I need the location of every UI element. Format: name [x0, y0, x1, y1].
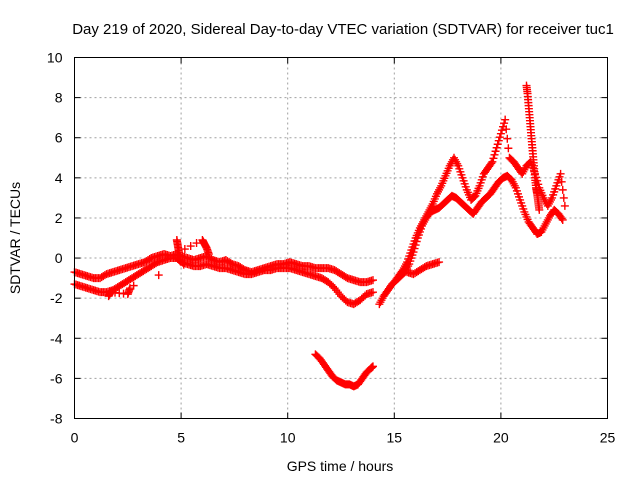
data-point-recovery-upper — [488, 157, 497, 166]
data-points — [70, 81, 569, 391]
y-tick-label: 8 — [55, 90, 63, 106]
data-point-depletion — [368, 362, 377, 371]
data-point-spikes — [154, 271, 163, 280]
data-point-spikes — [180, 245, 189, 254]
x-tick-label: 0 — [71, 430, 79, 446]
data-point-recovery-upper — [504, 144, 513, 153]
y-tick-label: -4 — [50, 330, 63, 346]
x-axis-label: GPS time / hours — [287, 458, 394, 474]
data-point-recovery-upper — [502, 125, 511, 134]
y-tick-label: 6 — [55, 130, 63, 146]
y-tick-label: 2 — [55, 210, 63, 226]
data-point-recovery-upper — [560, 201, 569, 210]
y-tick-label: -6 — [50, 370, 63, 386]
data-point-spikes — [174, 248, 183, 257]
data-point-recovery-upper — [503, 134, 512, 143]
y-tick-label: 0 — [55, 250, 63, 266]
data-point-spikes — [179, 260, 188, 269]
data-point-recovery-upper — [501, 115, 510, 124]
y-tick-label: 10 — [47, 50, 63, 66]
data-point-recovery-upper — [487, 159, 496, 168]
data-point-recovery-upper — [500, 119, 509, 128]
chart-title: Day 219 of 2020, Sidereal Day-to-day VTE… — [72, 21, 614, 38]
data-point-recovery-upper — [491, 147, 500, 156]
data-point-spikes — [186, 242, 195, 251]
x-tick-label: 5 — [177, 430, 185, 446]
y-axis-label: SDTVAR / TECUs — [7, 182, 23, 294]
y-tick-label: 4 — [55, 170, 63, 186]
x-tick-label: 25 — [600, 430, 616, 446]
data-point-recovery-upper — [494, 136, 503, 145]
data-point-recovery-upper — [496, 129, 505, 138]
data-point-main-upper — [368, 276, 377, 285]
data-point-spikes — [192, 239, 201, 248]
y-tick-label: -8 — [50, 411, 63, 427]
data-point-recovery-upper — [492, 143, 501, 152]
data-point-main-lower — [368, 288, 377, 297]
data-point-tail — [435, 258, 444, 267]
data-point-recovery-upper — [497, 126, 506, 135]
data-point-recovery-upper — [559, 193, 568, 202]
y-tick-label: -2 — [50, 290, 63, 306]
x-tick-label: 15 — [387, 430, 403, 446]
data-point-recovery-upper — [556, 169, 565, 178]
data-point-recovery-upper — [489, 154, 498, 163]
data-point-spikes — [204, 250, 213, 259]
data-point-recovery-upper — [493, 140, 502, 149]
x-tick-label: 10 — [280, 430, 296, 446]
data-point-recovery-upper — [490, 150, 499, 159]
x-tick-label: 20 — [493, 430, 509, 446]
data-point-recovery-upper — [495, 133, 504, 142]
data-point-recovery — [558, 215, 567, 224]
data-point-recovery-upper — [558, 185, 567, 194]
plot-frame — [74, 57, 608, 419]
data-point-recovery-upper — [557, 177, 566, 186]
data-point-peak — [535, 205, 544, 214]
data-point-recovery — [557, 214, 566, 223]
data-point-spikes — [125, 284, 134, 293]
